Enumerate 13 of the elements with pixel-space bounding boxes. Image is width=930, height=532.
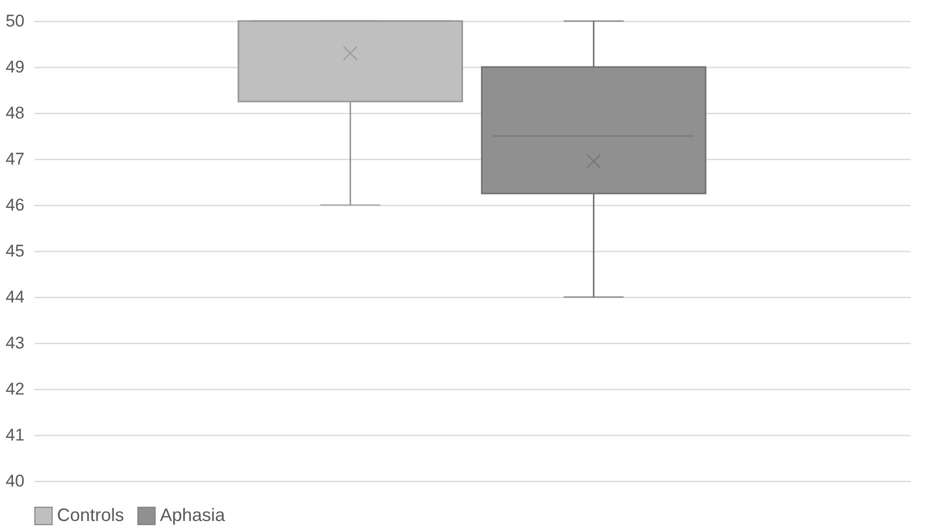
y-tick-label: 43 [6, 334, 24, 352]
legend-label: Aphasia [160, 504, 226, 525]
y-tick-label: 45 [6, 242, 24, 260]
y-tick-label: 49 [6, 58, 24, 76]
y-tick-label: 41 [6, 426, 24, 444]
y-tick-label: 50 [6, 12, 24, 30]
y-tick-label: 47 [6, 150, 24, 168]
y-tick-label: 42 [6, 380, 24, 398]
y-tick-label: 40 [6, 472, 24, 490]
y-tick-label: 46 [6, 196, 24, 214]
legend-label: Controls [57, 504, 124, 525]
y-tick-label: 44 [6, 288, 24, 306]
y-tick-label: 48 [6, 104, 24, 122]
